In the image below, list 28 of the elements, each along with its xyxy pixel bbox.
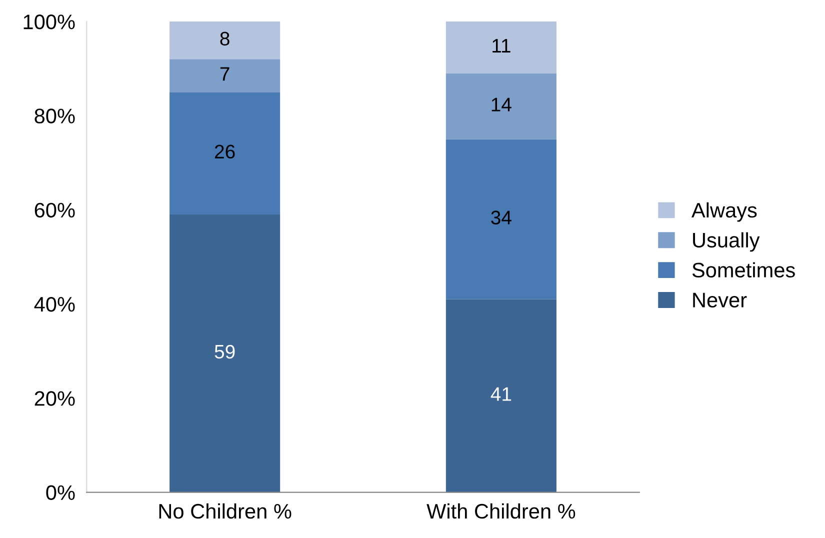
legend-label: Usually xyxy=(693,232,760,252)
bar xyxy=(170,92,280,215)
bar xyxy=(446,299,556,492)
data-label: 26 xyxy=(214,144,235,159)
bar xyxy=(446,73,556,140)
data-label: 7 xyxy=(220,67,230,81)
bar xyxy=(170,214,280,492)
y-tick-label: 40% xyxy=(34,296,75,312)
data-label: 8 xyxy=(220,32,230,46)
bar xyxy=(446,22,556,74)
y-tick-label: 60% xyxy=(34,202,75,218)
data-label: 59 xyxy=(214,344,235,359)
bar xyxy=(170,59,280,92)
legend-label: Never xyxy=(693,292,747,308)
x-tick-label: No Children % xyxy=(159,503,292,519)
y-tick-label: 80% xyxy=(34,108,75,124)
data-label: 41 xyxy=(490,387,512,401)
y-tick-label: 20% xyxy=(34,391,75,406)
y-tick-label: 0% xyxy=(46,485,75,500)
legend-label: Sometimes xyxy=(692,262,795,278)
data-label: 34 xyxy=(491,210,512,224)
bar xyxy=(446,139,556,300)
y-tick-label: 100% xyxy=(24,14,75,30)
bar xyxy=(170,22,280,60)
legend-label: Always xyxy=(692,202,757,222)
data-label: 14 xyxy=(492,98,512,112)
data-label: 11 xyxy=(492,39,510,52)
x-tick-label: With Children % xyxy=(426,503,576,519)
